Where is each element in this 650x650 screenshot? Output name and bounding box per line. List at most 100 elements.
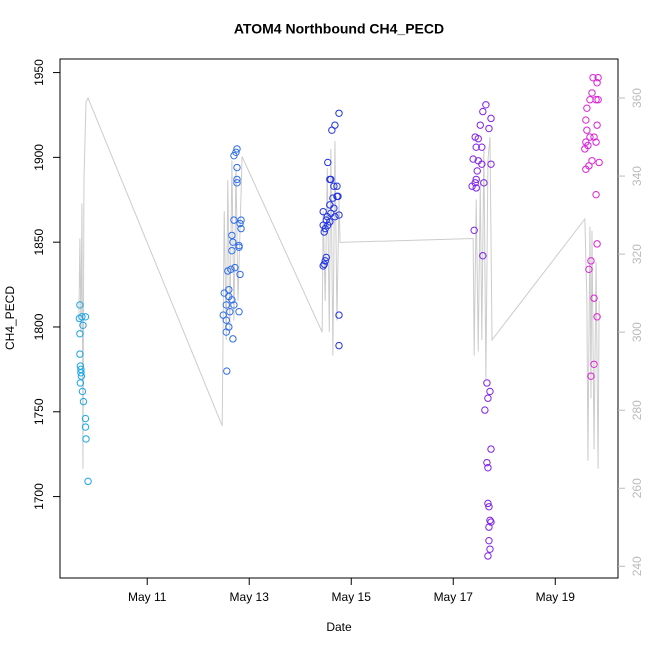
point bbox=[594, 96, 602, 104]
point bbox=[226, 308, 234, 316]
point bbox=[472, 175, 480, 184]
point bbox=[593, 313, 601, 321]
point bbox=[327, 175, 335, 184]
point bbox=[592, 96, 600, 104]
point bbox=[594, 73, 602, 82]
point bbox=[75, 314, 84, 323]
point bbox=[76, 301, 84, 309]
chart-title: ATOM4 Northbound CH4_PECD bbox=[234, 21, 444, 37]
x-tick-label: May 19 bbox=[536, 590, 576, 604]
point bbox=[229, 238, 237, 246]
point bbox=[593, 79, 601, 87]
point bbox=[472, 143, 480, 151]
point bbox=[485, 536, 493, 545]
point bbox=[233, 175, 241, 184]
point bbox=[484, 464, 492, 472]
point bbox=[222, 328, 230, 336]
point bbox=[592, 138, 600, 146]
point bbox=[236, 219, 244, 228]
y-tick-label: 1700 bbox=[32, 483, 46, 510]
y2-tick-label: 240 bbox=[630, 556, 644, 576]
point bbox=[484, 394, 492, 402]
point bbox=[590, 133, 598, 141]
point bbox=[485, 503, 493, 511]
point bbox=[478, 160, 486, 168]
point bbox=[77, 372, 86, 380]
point bbox=[77, 369, 85, 377]
y-tick-label: 1750 bbox=[32, 398, 46, 425]
point bbox=[486, 387, 494, 396]
point bbox=[331, 213, 339, 221]
point bbox=[319, 207, 327, 216]
point bbox=[229, 335, 237, 343]
x-tick-label: May 17 bbox=[434, 590, 474, 604]
point bbox=[592, 190, 600, 199]
point bbox=[230, 151, 238, 160]
point bbox=[81, 414, 90, 423]
y2-tick-label: 280 bbox=[630, 400, 644, 420]
point bbox=[320, 260, 328, 268]
point bbox=[222, 301, 230, 309]
point bbox=[483, 379, 491, 387]
point bbox=[235, 308, 243, 316]
point bbox=[478, 143, 486, 151]
point bbox=[481, 406, 489, 414]
point bbox=[469, 155, 477, 163]
point bbox=[589, 73, 597, 82]
point bbox=[479, 107, 487, 116]
y-tick-label: 1900 bbox=[32, 144, 46, 171]
point bbox=[485, 523, 493, 531]
point bbox=[224, 267, 232, 275]
point bbox=[485, 124, 493, 133]
point bbox=[483, 458, 491, 467]
point bbox=[583, 104, 591, 112]
point bbox=[233, 179, 241, 187]
point bbox=[582, 165, 590, 173]
point bbox=[333, 182, 341, 190]
point bbox=[472, 184, 480, 192]
point bbox=[586, 133, 594, 141]
point bbox=[320, 228, 328, 236]
point bbox=[593, 121, 601, 129]
point bbox=[230, 301, 238, 309]
point bbox=[230, 216, 238, 224]
point bbox=[233, 163, 241, 172]
point bbox=[487, 114, 495, 123]
point bbox=[486, 545, 494, 553]
point bbox=[587, 372, 595, 380]
y2-tick-label: 320 bbox=[630, 244, 644, 264]
line-series bbox=[78, 96, 600, 469]
x-tick-label: May 13 bbox=[230, 590, 270, 604]
y2-tick-label: 340 bbox=[630, 166, 644, 186]
point bbox=[588, 89, 596, 97]
point bbox=[79, 397, 88, 406]
point bbox=[228, 246, 236, 255]
point bbox=[81, 423, 90, 431]
point bbox=[335, 109, 343, 117]
point bbox=[76, 379, 85, 387]
point bbox=[328, 126, 336, 134]
point bbox=[470, 226, 478, 235]
point bbox=[228, 231, 236, 240]
point bbox=[480, 179, 488, 187]
point bbox=[84, 477, 92, 486]
y-axis-label: CH4_PECD bbox=[3, 286, 17, 350]
point bbox=[319, 262, 327, 270]
point bbox=[228, 296, 236, 304]
point bbox=[585, 265, 593, 274]
point bbox=[322, 253, 330, 262]
point bbox=[324, 158, 332, 167]
y-tick-label: 1850 bbox=[32, 229, 46, 256]
point bbox=[484, 552, 492, 560]
y2-tick-label: 300 bbox=[630, 322, 644, 342]
point bbox=[237, 216, 245, 224]
plot-frame bbox=[59, 58, 619, 579]
point bbox=[582, 116, 590, 124]
point bbox=[82, 435, 90, 443]
point bbox=[595, 158, 603, 167]
point bbox=[581, 145, 589, 153]
point bbox=[479, 252, 487, 260]
point bbox=[236, 270, 244, 279]
point bbox=[482, 101, 490, 109]
point bbox=[329, 194, 337, 202]
